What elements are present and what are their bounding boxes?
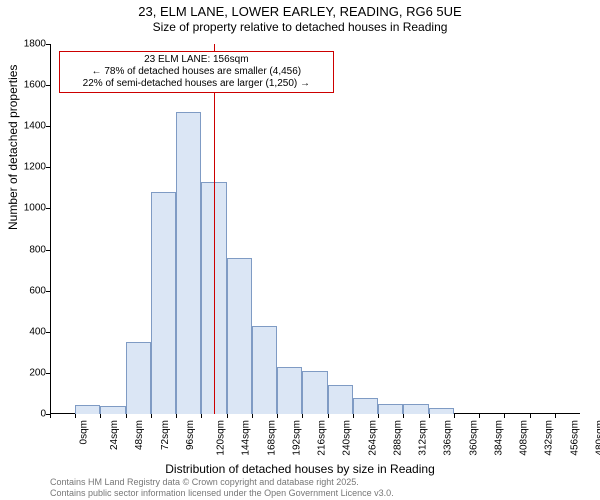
- histogram-bar: [429, 408, 454, 414]
- annotation-box: 23 ELM LANE: 156sqm← 78% of detached hou…: [59, 51, 334, 93]
- histogram-bar: [252, 326, 277, 414]
- histogram-bar: [378, 404, 403, 414]
- ytick-mark: [46, 332, 50, 333]
- xtick-mark: [151, 414, 152, 418]
- ytick-label: 1600: [0, 80, 46, 91]
- xtick-mark: [277, 414, 278, 418]
- annotation-line: ← 78% of detached houses are smaller (4,…: [64, 66, 329, 78]
- xtick-mark: [100, 414, 101, 418]
- ytick-mark: [46, 85, 50, 86]
- xtick-mark: [50, 414, 51, 418]
- histogram-bar: [227, 258, 252, 414]
- xtick-label: 96sqm: [185, 420, 196, 450]
- annotation-line: 23 ELM LANE: 156sqm: [64, 54, 329, 66]
- ytick-mark: [46, 250, 50, 251]
- xtick-label: 432sqm: [544, 420, 555, 456]
- title-line-2: Size of property relative to detached ho…: [0, 20, 600, 34]
- xtick-mark: [75, 414, 76, 418]
- ytick-label: 200: [0, 367, 46, 378]
- title-line-1: 23, ELM LANE, LOWER EARLEY, READING, RG6…: [0, 4, 600, 20]
- annotation-line: 22% of semi-detached houses are larger (…: [64, 78, 329, 90]
- xtick-label: 144sqm: [241, 420, 252, 456]
- titles: 23, ELM LANE, LOWER EARLEY, READING, RG6…: [0, 0, 600, 34]
- plot-inner: 0sqm24sqm48sqm72sqm96sqm120sqm144sqm168s…: [50, 44, 580, 414]
- xtick-mark: [479, 414, 480, 418]
- xtick-label: 120sqm: [216, 420, 227, 456]
- xtick-label: 0sqm: [78, 420, 89, 444]
- xtick-mark: [429, 414, 430, 418]
- xtick-mark: [555, 414, 556, 418]
- ytick-mark: [46, 373, 50, 374]
- histogram-bar: [126, 342, 151, 414]
- ytick-label: 800: [0, 244, 46, 255]
- xtick-mark: [176, 414, 177, 418]
- ytick-label: 1800: [0, 39, 46, 50]
- ytick-label: 1000: [0, 203, 46, 214]
- xtick-mark: [302, 414, 303, 418]
- ytick-label: 400: [0, 326, 46, 337]
- xtick-mark: [328, 414, 329, 418]
- xtick-label: 24sqm: [109, 420, 120, 450]
- ytick-mark: [46, 44, 50, 45]
- ytick-label: 600: [0, 285, 46, 296]
- histogram-bar: [328, 385, 353, 414]
- xtick-label: 264sqm: [367, 420, 378, 456]
- histogram-bar: [302, 371, 327, 414]
- ytick-label: 1200: [0, 162, 46, 173]
- chart-container: 23, ELM LANE, LOWER EARLEY, READING, RG6…: [0, 0, 600, 500]
- ytick-mark: [46, 291, 50, 292]
- xtick-label: 360sqm: [468, 420, 479, 456]
- credit-line-1: Contains HM Land Registry data © Crown c…: [50, 477, 394, 487]
- histogram-bar: [75, 405, 100, 414]
- property-marker-line: [214, 44, 215, 414]
- xtick-label: 72sqm: [160, 420, 171, 450]
- histogram-bar: [176, 112, 201, 414]
- y-axis: [50, 44, 51, 414]
- plot-area: 0sqm24sqm48sqm72sqm96sqm120sqm144sqm168s…: [50, 44, 580, 414]
- xtick-label: 480sqm: [594, 420, 600, 456]
- xtick-mark: [403, 414, 404, 418]
- xtick-mark: [530, 414, 531, 418]
- xtick-label: 408sqm: [519, 420, 530, 456]
- ytick-mark: [46, 126, 50, 127]
- xtick-label: 456sqm: [569, 420, 580, 456]
- credits: Contains HM Land Registry data © Crown c…: [50, 477, 394, 498]
- ytick-mark: [46, 167, 50, 168]
- xtick-label: 336sqm: [443, 420, 454, 456]
- xtick-label: 192sqm: [291, 420, 302, 456]
- xtick-mark: [353, 414, 354, 418]
- xtick-label: 312sqm: [418, 420, 429, 456]
- credit-line-2: Contains public sector information licen…: [50, 488, 394, 498]
- histogram-bar: [100, 406, 125, 414]
- histogram-bar: [151, 192, 176, 414]
- xtick-mark: [378, 414, 379, 418]
- ytick-label: 0: [0, 409, 46, 420]
- xtick-mark: [252, 414, 253, 418]
- xtick-label: 168sqm: [266, 420, 277, 456]
- xtick-mark: [454, 414, 455, 418]
- histogram-bar: [353, 398, 378, 414]
- xtick-mark: [126, 414, 127, 418]
- xtick-label: 48sqm: [134, 420, 145, 450]
- ytick-label: 1400: [0, 121, 46, 132]
- histogram-bar: [403, 404, 428, 414]
- xtick-label: 288sqm: [392, 420, 403, 456]
- ytick-mark: [46, 208, 50, 209]
- x-axis-label: Distribution of detached houses by size …: [0, 462, 600, 476]
- xtick-label: 216sqm: [317, 420, 328, 456]
- histogram-bar: [277, 367, 302, 414]
- xtick-mark: [227, 414, 228, 418]
- xtick-label: 384sqm: [493, 420, 504, 456]
- xtick-label: 240sqm: [342, 420, 353, 456]
- xtick-mark: [201, 414, 202, 418]
- xtick-mark: [504, 414, 505, 418]
